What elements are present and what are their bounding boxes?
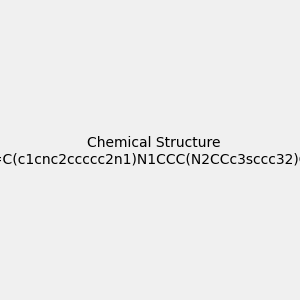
Text: Chemical Structure
O=C(c1cnc2ccccc2n1)N1CCC(N2CCc3sccc32)CC1: Chemical Structure O=C(c1cnc2ccccc2n1)N1… — [0, 136, 300, 166]
